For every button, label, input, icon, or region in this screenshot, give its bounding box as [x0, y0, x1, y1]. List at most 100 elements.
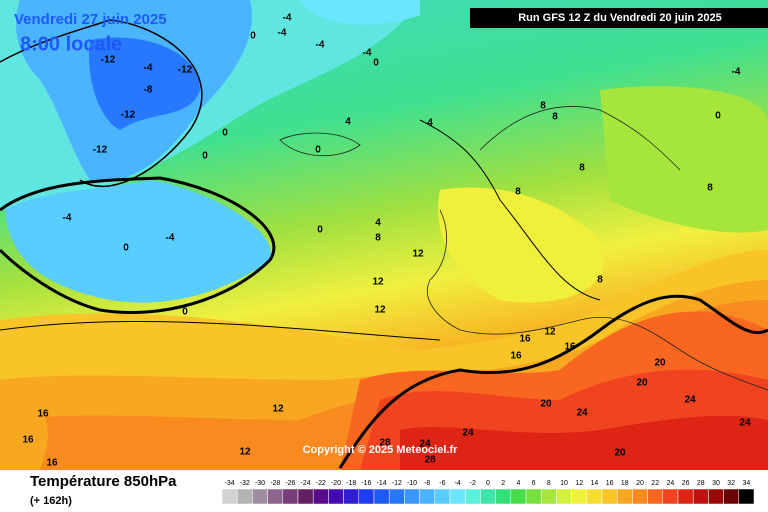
scale-cell: [510, 488, 527, 505]
scale-cell: [404, 488, 420, 505]
scale-label: 24: [667, 480, 675, 487]
contour-label: -12: [101, 55, 116, 66]
scale-label: 2: [501, 480, 505, 487]
contour-label: 0: [373, 58, 379, 69]
scale-cell: [571, 488, 588, 505]
contour-label: 12: [372, 277, 384, 288]
scale-label: 18: [621, 480, 629, 487]
scale-label: -12: [392, 480, 402, 487]
contour-label: 16: [37, 409, 49, 420]
scale-cell: [662, 488, 679, 505]
scale-label: -28: [270, 480, 280, 487]
copyright: Copyright © 2025 Meteociel.fr: [303, 444, 459, 456]
scale-cell: [373, 488, 390, 505]
contour-label: 12: [412, 249, 424, 260]
scale-label: 10: [560, 480, 568, 487]
contour-label: 4: [345, 117, 351, 128]
scale-cell: [282, 488, 299, 505]
contour-label: -4: [166, 233, 175, 244]
scale-cell: [495, 488, 512, 505]
contour-label: -4: [732, 67, 741, 78]
contour-label: 24: [739, 418, 751, 429]
scale-label: 26: [682, 480, 690, 487]
color-scale: -34 -32 -30 -28 -26 -24 -22 -20 -18 -16 -14 -12 -10-…: [221, 480, 755, 505]
contour-label: -4: [283, 13, 292, 24]
contour-label: -4: [278, 28, 287, 39]
local-time: 8:00 locale: [20, 33, 122, 55]
footer-lead: (+ 162h): [30, 495, 72, 507]
scale-label: -4: [454, 480, 460, 487]
scale-cell: [464, 488, 481, 505]
contour-label: 8: [552, 112, 558, 123]
footer-title: Température 850hPa: [30, 473, 177, 490]
scale-cell: [480, 488, 496, 505]
contour-label: 4: [375, 218, 381, 229]
scale-cell: [677, 488, 694, 505]
contour-label: 0: [202, 151, 208, 162]
contour-label: 20: [654, 358, 666, 369]
contour-label: 4: [427, 118, 433, 129]
scale-label: -8: [424, 480, 430, 487]
scale-cell: [419, 488, 436, 505]
contour-label: 0: [315, 145, 321, 156]
scale-cell: [586, 488, 603, 505]
scale-label: -6: [439, 480, 445, 487]
scale-cell: [328, 488, 344, 505]
scale-cell: [236, 488, 253, 505]
contour-label: 20: [540, 399, 552, 410]
scale-label: 16: [606, 480, 614, 487]
scale-label: -24: [301, 480, 311, 487]
scale-label: 30: [712, 480, 720, 487]
contour-label: 8: [540, 101, 546, 112]
scale-cell: [540, 488, 557, 505]
scale-label: -18: [346, 480, 356, 487]
contour-label: 0: [222, 128, 228, 139]
contour-label: 12: [544, 327, 556, 338]
scale-cell: [616, 488, 633, 505]
scale-label: -32: [240, 480, 250, 487]
scale-cell: [556, 488, 572, 505]
contour-label: 8: [597, 275, 603, 286]
contour-label: -4: [316, 40, 325, 51]
contour-label: 24: [684, 395, 696, 406]
contour-label: 0: [123, 243, 129, 254]
contour-label: 8: [707, 183, 713, 194]
scale-label: 34: [743, 480, 751, 487]
contour-label: 12: [374, 305, 386, 316]
scale-label: 6: [532, 480, 536, 487]
scale-cell: [632, 488, 648, 505]
scale-cell: [449, 488, 466, 505]
contour-label: 8: [579, 163, 585, 174]
scale-label: 4: [516, 480, 520, 487]
contour-label: 16: [22, 435, 34, 446]
scale-label: -16: [361, 480, 371, 487]
contour-label: 0: [182, 307, 188, 318]
scale-cell: [358, 488, 375, 505]
scale-cell: [388, 488, 405, 505]
contour-label: 12: [272, 404, 284, 415]
valid-date: Vendredi 27 juin 2025: [14, 11, 167, 28]
contour-label: 8: [515, 187, 521, 198]
contour-label: 28: [424, 455, 436, 466]
scale-cell: [267, 488, 284, 505]
coastlines: [279, 106, 768, 391]
contour-label: 16: [564, 342, 576, 353]
contour-label: 28: [379, 438, 391, 449]
scale-label: -30: [255, 480, 265, 487]
scale-label: 14: [591, 480, 599, 487]
contour-label: -8: [144, 85, 153, 96]
contour-label: 8: [375, 233, 381, 244]
scale-label: -14: [377, 480, 387, 487]
contour-label: 0: [715, 111, 721, 122]
contour-label: 0: [317, 225, 323, 236]
run-label: Run GFS 12 Z du Vendredi 20 juin 2025: [518, 12, 722, 24]
contours: [0, 19, 768, 469]
contour-label: 20: [614, 448, 626, 459]
contour-label: -12: [121, 110, 136, 121]
scale-cell: [297, 488, 314, 505]
contour-label: -12: [178, 65, 193, 76]
scale-label: 28: [697, 480, 705, 487]
scale-label: -10: [407, 480, 417, 487]
field: [0, 0, 768, 470]
scale-cell: [525, 488, 542, 505]
